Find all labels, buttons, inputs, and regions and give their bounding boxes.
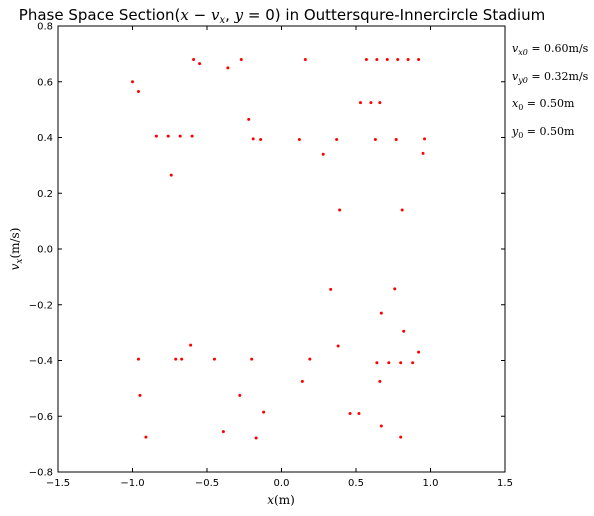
data-point (251, 137, 255, 141)
data-point (297, 137, 301, 141)
data-point (379, 424, 383, 428)
data-point (192, 57, 196, 61)
annotation-x0: x0 = 0.50m (512, 97, 575, 112)
y-axis-label: vx(m/s) (8, 228, 25, 271)
chart-title: Phase Space Section(x − vx, y = 0) in Ou… (19, 6, 545, 26)
annotation-vy0: vy0 = 0.32m/s (512, 70, 589, 85)
data-point (338, 208, 342, 212)
data-point (364, 57, 368, 61)
data-point (166, 134, 170, 138)
data-point (180, 357, 184, 361)
data-point (247, 117, 251, 121)
data-point (239, 57, 243, 61)
data-point (174, 357, 178, 361)
y-tick-label: −0.6 (29, 412, 53, 423)
data-point (417, 57, 421, 61)
data-point (254, 436, 258, 440)
data-point (421, 151, 425, 155)
x-tick-label: 0.0 (274, 478, 290, 489)
x-axis-ticks: −1.5 −1.0 −0.5 0.0 0.5 1.0 1.5 (46, 26, 513, 489)
data-point (198, 62, 202, 66)
data-point (300, 379, 304, 383)
data-point (190, 134, 194, 138)
data-point (423, 137, 427, 141)
data-point (387, 361, 391, 365)
data-point (373, 137, 377, 141)
data-point (262, 410, 266, 414)
x-tick-label: 1.0 (423, 478, 439, 489)
y-tick-label: 0.2 (37, 189, 53, 200)
annotation-block: vx0 = 0.60m/s vy0 = 0.32m/s x0 = 0.50m y… (511, 42, 589, 140)
data-point (136, 90, 140, 94)
data-point (136, 357, 140, 361)
data-point (238, 393, 242, 397)
data-point (221, 430, 225, 434)
data-point (212, 357, 216, 361)
data-point (399, 361, 403, 365)
data-point (348, 411, 352, 415)
data-point (402, 329, 406, 333)
data-point (250, 357, 254, 361)
x-axis-label: x(m) (267, 493, 295, 507)
y-tick-label: 0.4 (37, 133, 53, 144)
x-tick-label: −1.5 (46, 478, 70, 489)
y-tick-label: −0.4 (29, 356, 53, 367)
data-point (393, 287, 397, 291)
y-tick-label: 0.6 (37, 77, 53, 88)
data-point (321, 152, 325, 156)
data-point (131, 80, 134, 84)
y-tick-label: −0.8 (29, 468, 53, 479)
data-point (411, 361, 415, 365)
data-point (154, 134, 158, 138)
data-point (226, 66, 230, 70)
data-point (303, 57, 307, 61)
data-point (308, 357, 312, 361)
data-point (169, 173, 173, 177)
data-point (144, 435, 148, 439)
data-point (358, 101, 362, 105)
data-point (138, 393, 142, 397)
x-tick-label: 1.5 (497, 478, 513, 489)
data-point (396, 57, 400, 61)
x-tick-label: 0.5 (348, 478, 364, 489)
annotation-y0: y0 = 0.50m (511, 125, 575, 140)
annotation-vx0: vx0 = 0.60m/s (512, 42, 589, 57)
data-point (379, 311, 383, 315)
data-point (406, 57, 410, 61)
y-tick-label: −0.2 (29, 300, 53, 311)
x-tick-label: −1.0 (120, 478, 144, 489)
data-point (400, 208, 404, 212)
data-point (336, 344, 340, 348)
x-tick-label: −0.5 (195, 478, 219, 489)
data-points (131, 57, 427, 440)
y-tick-label: 0.0 (37, 245, 53, 256)
data-point (357, 411, 361, 415)
data-point (417, 350, 421, 354)
y-axis-ticks: −0.8 −0.6 −0.4 −0.2 0.0 0.2 0.4 0.6 0.8 (29, 22, 505, 479)
data-point (394, 137, 398, 141)
data-point (375, 57, 379, 61)
data-point (378, 101, 382, 105)
plot-frame (57, 25, 506, 473)
data-point (189, 343, 193, 347)
data-point (385, 57, 389, 61)
data-point (259, 137, 263, 141)
data-point (329, 287, 333, 291)
y-tick-label: 0.8 (37, 22, 53, 33)
data-point (369, 101, 373, 105)
data-point (375, 361, 379, 365)
data-point (178, 134, 182, 138)
data-point (335, 137, 339, 141)
data-point (399, 435, 403, 439)
data-point (378, 379, 382, 383)
